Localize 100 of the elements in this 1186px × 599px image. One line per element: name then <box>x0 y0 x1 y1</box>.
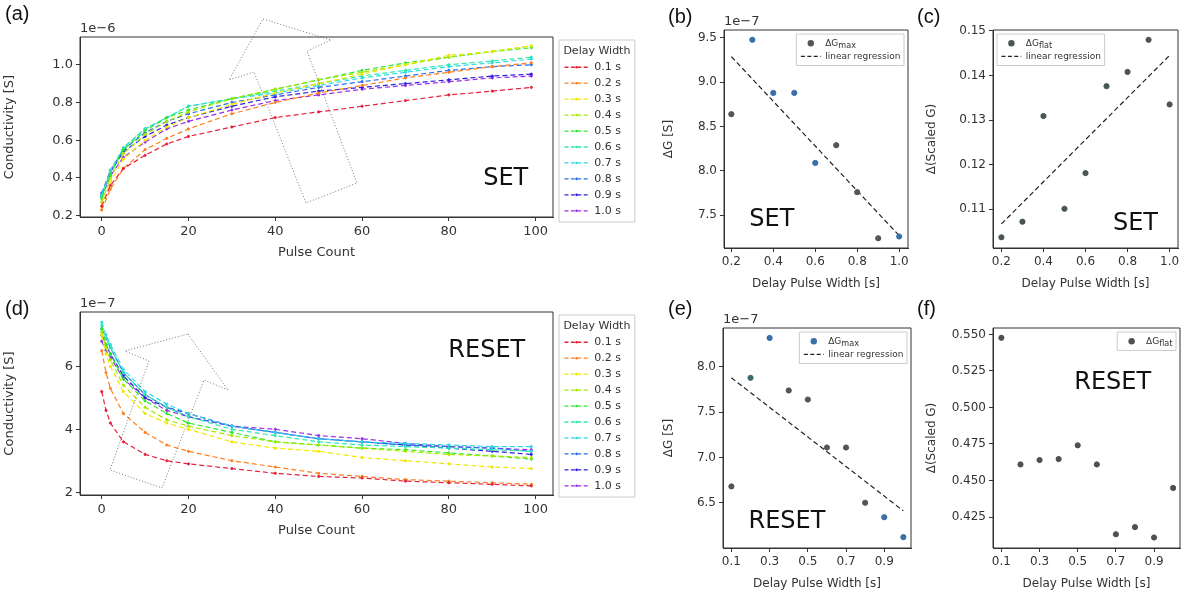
x-tick-label: 80 <box>440 223 458 239</box>
legend-label: 0.1 s <box>594 60 622 74</box>
x-tick-label: 60 <box>353 223 371 239</box>
x-tick-label: 0.2 <box>991 254 1011 269</box>
x-tick-label: 0.8 <box>1118 254 1138 269</box>
x-tick-label: 0.3 <box>1030 554 1050 569</box>
annotation: RESET <box>448 334 526 363</box>
y-tick-label: 0.6 <box>52 131 73 147</box>
y-tick-label: 1.0 <box>52 56 73 72</box>
legend-label: linear regression <box>1025 50 1101 61</box>
x-tick-label: 0.3 <box>760 554 780 569</box>
annotation: SET <box>1112 208 1159 237</box>
legend-label: 0.4 s <box>594 382 622 396</box>
legend-label: 0.8 s <box>594 446 622 460</box>
x-tick-label: 0 <box>97 501 106 517</box>
y-tick-label: 8.0 <box>696 359 716 374</box>
legend-label: linear regression <box>825 50 901 61</box>
y-tick-label: 4 <box>64 420 73 436</box>
x-tick-label: 0.5 <box>1068 554 1088 569</box>
x-tick-label: 80 <box>440 501 458 517</box>
y-tick-label: 0.550 <box>951 326 986 341</box>
y-tick-label: 0.15 <box>959 23 986 38</box>
x-tick-label: 0.2 <box>721 254 741 269</box>
text: 1e−7 <box>724 13 760 28</box>
x-tick-label: 0.8 <box>847 254 867 269</box>
y-tick-label: 0.12 <box>959 156 986 171</box>
y-tick-label: 2 <box>64 483 73 499</box>
y-tick-label: 0.13 <box>959 112 986 127</box>
x-axis-title: Pulse Count <box>278 521 355 537</box>
y-tick-label: 0.14 <box>959 67 986 82</box>
x-tick-label: 0 <box>97 223 106 239</box>
y-tick-label: 8.0 <box>697 163 717 178</box>
y-tick-label: 0.525 <box>951 363 986 378</box>
x-tick-label: 1.0 <box>889 254 909 269</box>
x-axis-title: Delay Pulse Width [s] <box>753 575 881 590</box>
x-tick-label: 20 <box>180 501 197 517</box>
annotation: RESET <box>1074 367 1152 396</box>
legend-label: 0.9 s <box>594 462 622 476</box>
x-axis-title: Pulse Count <box>278 243 355 259</box>
legend-title: Delay Width <box>563 44 631 58</box>
y-tick-label: 7.5 <box>696 404 716 419</box>
y-tick-label: 6 <box>64 357 73 373</box>
y-tick-label: 7.0 <box>696 449 716 464</box>
x-tick-label: 0.9 <box>1144 554 1164 569</box>
legend-label: 0.8 s <box>594 171 622 185</box>
y-tick-label: 8.5 <box>697 118 717 133</box>
chart-title: (a) <box>5 2 30 25</box>
y-axis-title: Δ(Scaled G) <box>924 402 939 474</box>
annotation: SET <box>749 203 795 232</box>
x-tick-label: 0.6 <box>1075 254 1096 269</box>
legend-label: 0.7 s <box>594 155 622 169</box>
y-tick-label: 0.425 <box>951 509 986 524</box>
y-axis-title: Δ(Scaled G) <box>924 103 939 175</box>
x-axis-title: Delay Pulse Width [s] <box>1022 575 1151 590</box>
x-tick-label: 0.4 <box>763 254 783 269</box>
y-tick-label: 0.4 <box>52 169 73 185</box>
x-tick-label: 0.7 <box>1106 554 1126 569</box>
x-tick-label: 60 <box>353 501 371 517</box>
legend-label: 0.4 s <box>594 107 622 121</box>
y-tick-label: 9.5 <box>697 30 717 45</box>
x-tick-label: 0.1 <box>721 554 741 569</box>
x-tick-label: 0.1 <box>991 554 1011 569</box>
chart-title: (f) <box>917 297 936 320</box>
chart-title: (c) <box>917 5 941 28</box>
y-tick-label: 0.8 <box>52 93 73 109</box>
y-tick-label: 9.0 <box>697 74 717 89</box>
x-tick-label: 0.9 <box>874 554 894 569</box>
x-tick-label: 1.0 <box>1160 254 1180 269</box>
y-tick-label: 7.5 <box>697 207 717 222</box>
annotation: RESET <box>748 505 826 534</box>
y-tick-label: 0.2 <box>52 207 73 223</box>
y-tick-label: 0.11 <box>959 201 986 216</box>
y-tick-label: 0.500 <box>951 399 986 414</box>
legend-label: 0.5 s <box>594 398 622 412</box>
legend-label: 0.5 s <box>594 123 622 137</box>
legend-label: 1.0 s <box>594 203 622 217</box>
legend-label: 0.1 s <box>594 335 622 349</box>
chart-title: (d) <box>5 297 30 320</box>
legend-label: 0.2 s <box>594 351 622 365</box>
legend-label: linear regression <box>828 348 904 359</box>
x-tick-label: 40 <box>267 223 284 239</box>
y-tick-label: 0.475 <box>951 436 986 451</box>
text: 1e−7 <box>723 311 759 326</box>
y-axis-title: Conductivity [S] <box>1 351 17 456</box>
text: 1e−7 <box>80 295 116 310</box>
legend-label: 0.6 s <box>594 414 622 428</box>
y-axis-title: Conductivity [S] <box>1 74 17 180</box>
chart-title: (e) <box>668 297 693 320</box>
legend-label: 0.7 s <box>594 430 622 444</box>
y-axis-title: ΔG [S] <box>661 418 676 458</box>
x-axis-title: Delay Pulse Width [s] <box>1021 275 1150 290</box>
x-axis-title: Delay Pulse Width [s] <box>752 275 880 290</box>
y-tick-label: 6.5 <box>696 494 716 509</box>
legend-label: 0.2 s <box>594 76 622 90</box>
x-tick-label: 20 <box>180 223 197 239</box>
x-tick-label: 100 <box>523 223 549 239</box>
legend-label: 0.9 s <box>594 187 622 201</box>
chart-title: (b) <box>668 5 693 28</box>
text: 1e−6 <box>80 20 116 35</box>
x-tick-label: 40 <box>267 501 284 517</box>
